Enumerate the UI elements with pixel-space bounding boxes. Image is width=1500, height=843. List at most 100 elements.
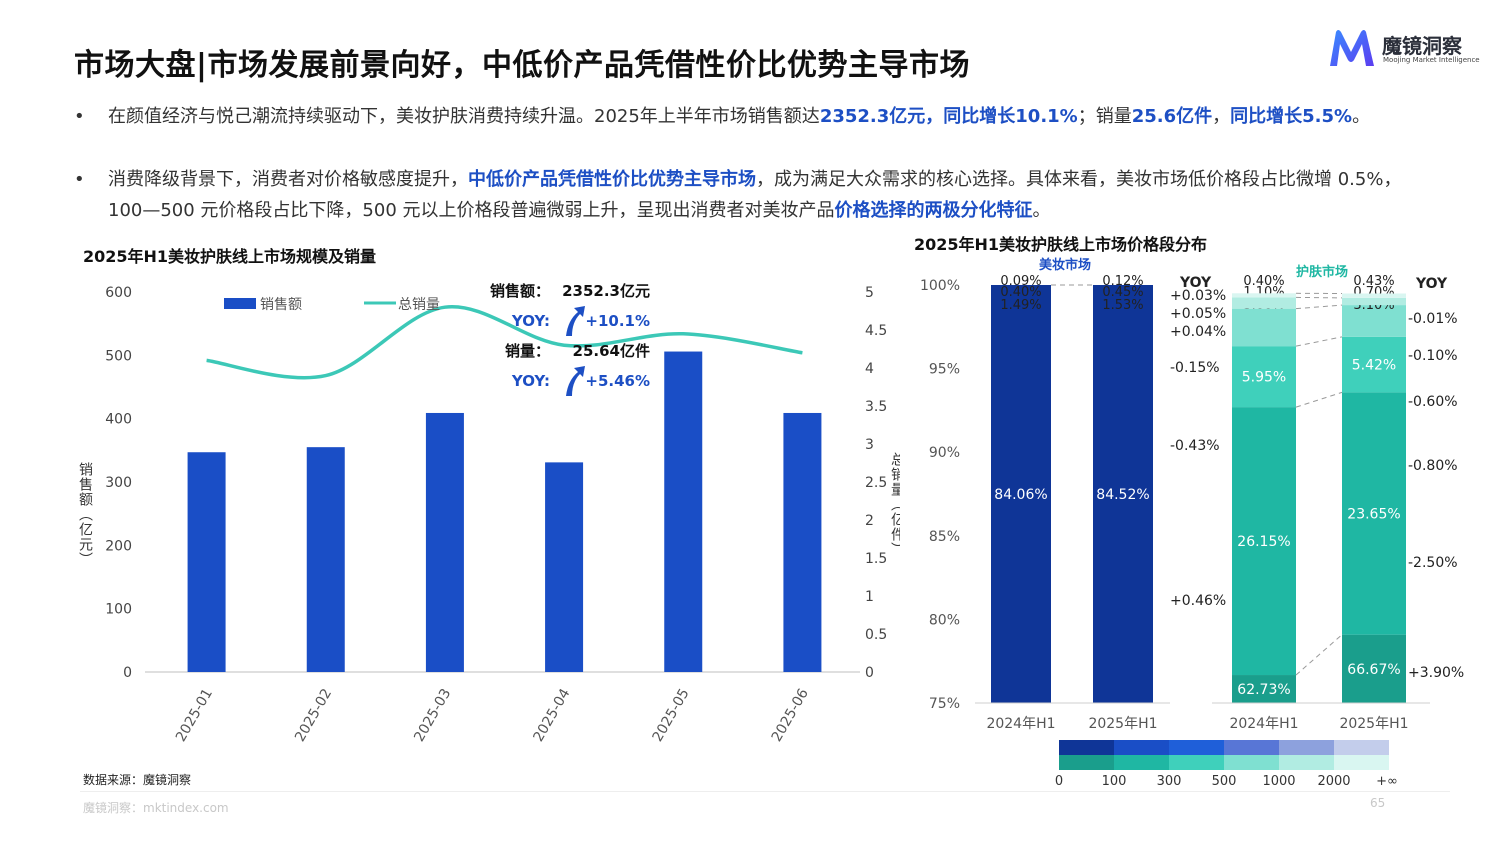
logo-english-name: Moojing Market Intelligence bbox=[1383, 56, 1480, 64]
legend-bar-label: 销售额 bbox=[260, 297, 302, 313]
beauty-yoy-value: -0.15% bbox=[1170, 360, 1220, 376]
segment-connector bbox=[1295, 634, 1343, 676]
y-tick-label-left: 300 bbox=[105, 475, 132, 491]
body-text: ，成为满足大众需求的核心选择。具体来看，美妆市场低价格段占比微增 0.5%，10… bbox=[108, 169, 1402, 221]
y-tick-label-right: 4 bbox=[865, 361, 874, 377]
right-chart-title: 2025年H1美妆护肤线上市场价格段分布 bbox=[914, 235, 1208, 254]
scale-tick-label: +∞ bbox=[1376, 774, 1398, 789]
y-tick-label-right: 3.5 bbox=[865, 399, 887, 415]
skin-segment-label: 23.65% bbox=[1347, 507, 1400, 523]
annotation-label: YOY: bbox=[511, 312, 550, 330]
scale-swatch-skin bbox=[1059, 755, 1114, 770]
scale-tick-label: 2000 bbox=[1317, 774, 1350, 789]
scale-tick-label: 100 bbox=[1102, 774, 1127, 789]
scale-swatch-beauty bbox=[1169, 740, 1224, 755]
beauty-segment-label: 1.53% bbox=[1102, 298, 1143, 313]
y-tick-label: 100% bbox=[920, 278, 960, 294]
highlight-text: 25.6亿件 bbox=[1131, 106, 1213, 127]
beauty-yoy-value: +0.03% bbox=[1170, 288, 1226, 304]
yoy-header: YOY bbox=[1415, 276, 1448, 292]
bar-2025-06 bbox=[783, 412, 822, 672]
beauty-yoy-value: -0.43% bbox=[1170, 438, 1220, 454]
body-text: 在颜值经济与悦己潮流持续驱动下，美妆护肤消费持续升温。2025年上半年市场销售额… bbox=[108, 106, 820, 127]
skin-yoy-value: -0.60% bbox=[1408, 394, 1458, 410]
skin-segment bbox=[1232, 346, 1296, 408]
skin-yoy-value: -2.50% bbox=[1408, 555, 1458, 571]
beauty-segment-label: 84.06% bbox=[994, 487, 1047, 503]
scale-tick-label: 500 bbox=[1212, 774, 1237, 789]
bullet-text: 消费降级背景下，消费者对价格敏感度提升，中低价产品凭借性价比优势主导市场，成为满… bbox=[108, 164, 1428, 226]
y-tick-label-right: 1 bbox=[865, 589, 874, 605]
y-tick-label-right: 5 bbox=[865, 285, 874, 301]
y-tick-label: 90% bbox=[929, 445, 960, 461]
skin-segment bbox=[1342, 297, 1406, 306]
skin-segment bbox=[1232, 297, 1296, 309]
skin-segment-label: 62.73% bbox=[1237, 682, 1290, 698]
y-axis-label-right: 总销量（亿件） bbox=[889, 452, 900, 557]
body-text: ， bbox=[1212, 106, 1231, 127]
data-source: 数据来源：魔镜洞察 bbox=[83, 773, 192, 787]
highlight-text: 2352.3亿元，同比增长10.1% bbox=[819, 106, 1078, 127]
y-tick-label: 75% bbox=[929, 696, 960, 712]
legend-bar-swatch bbox=[224, 298, 256, 309]
scale-tick-label: 1000 bbox=[1262, 774, 1295, 789]
y-tick-label-right: 0.5 bbox=[865, 627, 887, 643]
bar-2025-02 bbox=[306, 447, 345, 672]
bullet-marker: • bbox=[74, 169, 85, 190]
x-tick-label: 2025年H1 bbox=[1339, 716, 1408, 732]
annotation-label: YOY: bbox=[511, 372, 550, 390]
y-tick-label-left: 100 bbox=[105, 602, 132, 618]
skin-segment bbox=[1342, 305, 1406, 337]
y-tick-label-left: 200 bbox=[105, 538, 132, 554]
segment-connector bbox=[1295, 336, 1343, 347]
skin-segment bbox=[1342, 392, 1406, 635]
y-tick-label-left: 500 bbox=[105, 348, 132, 364]
scale-swatch-skin bbox=[1279, 755, 1334, 770]
annotation-label: 销售额： bbox=[490, 282, 550, 300]
scale-tick-label: 300 bbox=[1157, 774, 1182, 789]
bar-2025-05 bbox=[664, 351, 703, 672]
logo-name: 魔镜洞察 bbox=[1382, 34, 1462, 58]
logo: 魔镜洞察 Moojing Market Intelligence bbox=[1328, 28, 1480, 74]
segment-connector bbox=[1295, 391, 1343, 408]
y-tick-label-right: 0 bbox=[865, 665, 874, 681]
highlight-text: 中低价产品凭借性价比优势主导市场 bbox=[468, 169, 756, 190]
beauty-segment bbox=[1093, 285, 1153, 703]
scale-swatch-beauty bbox=[1279, 740, 1334, 755]
beauty-segment-label: 0.12% bbox=[1102, 274, 1143, 289]
skin-segment-label: 0.40% bbox=[1243, 274, 1284, 289]
scale-tick-label: 0 bbox=[1055, 774, 1063, 789]
trend-up-arrow-icon bbox=[566, 366, 585, 396]
beauty-yoy-value: +0.04% bbox=[1170, 324, 1226, 340]
annotation-label: 销量： bbox=[505, 342, 550, 360]
skin-yoy-value: +3.90% bbox=[1408, 665, 1464, 681]
beauty-yoy-value: +0.05% bbox=[1170, 306, 1226, 322]
skin-segment-label: 5.42% bbox=[1352, 358, 1396, 374]
trend-up-arrow-icon bbox=[566, 306, 585, 336]
left-chart-title: 2025年H1美妆护肤线上市场规模及销量 bbox=[83, 247, 377, 266]
scale-swatch-beauty bbox=[1334, 740, 1389, 755]
body-text: ；销量 bbox=[1077, 106, 1132, 127]
y-tick-label-left: 400 bbox=[105, 412, 132, 428]
beauty-segment-label: 0.09% bbox=[1000, 274, 1041, 289]
skin-yoy-value: -0.80% bbox=[1408, 458, 1458, 474]
yoy-header: YOY bbox=[1179, 275, 1212, 291]
y-tick-label-left: 0 bbox=[123, 665, 132, 681]
annotation-value: +5.46% bbox=[585, 372, 650, 390]
legend-line-label: 总销量 bbox=[398, 297, 440, 313]
skin-segment bbox=[1342, 336, 1406, 393]
beauty-yoy-value: +0.46% bbox=[1170, 593, 1226, 609]
y-tick-label: 80% bbox=[929, 612, 960, 628]
y-tick-label: 95% bbox=[929, 362, 960, 378]
bullet-marker: • bbox=[74, 106, 85, 127]
body-text: 。 bbox=[1352, 106, 1371, 127]
beauty-segment-label: 0.45% bbox=[1102, 285, 1143, 300]
highlight-text: 同比增长5.5% bbox=[1230, 106, 1353, 127]
skin-segment bbox=[1232, 407, 1296, 676]
y-tick-label-right: 1.5 bbox=[865, 551, 887, 567]
beauty-segment-label: 1.49% bbox=[1000, 298, 1041, 313]
annotation-value: 25.64亿件 bbox=[573, 342, 650, 360]
skin-yoy-value: -0.10% bbox=[1408, 348, 1458, 364]
sales-volume-chart: 0 100 200 300 400 500 600 0 0.5 1 1.5 2 2.5 3 3.5 4 4.5 5… bbox=[77, 282, 900, 745]
